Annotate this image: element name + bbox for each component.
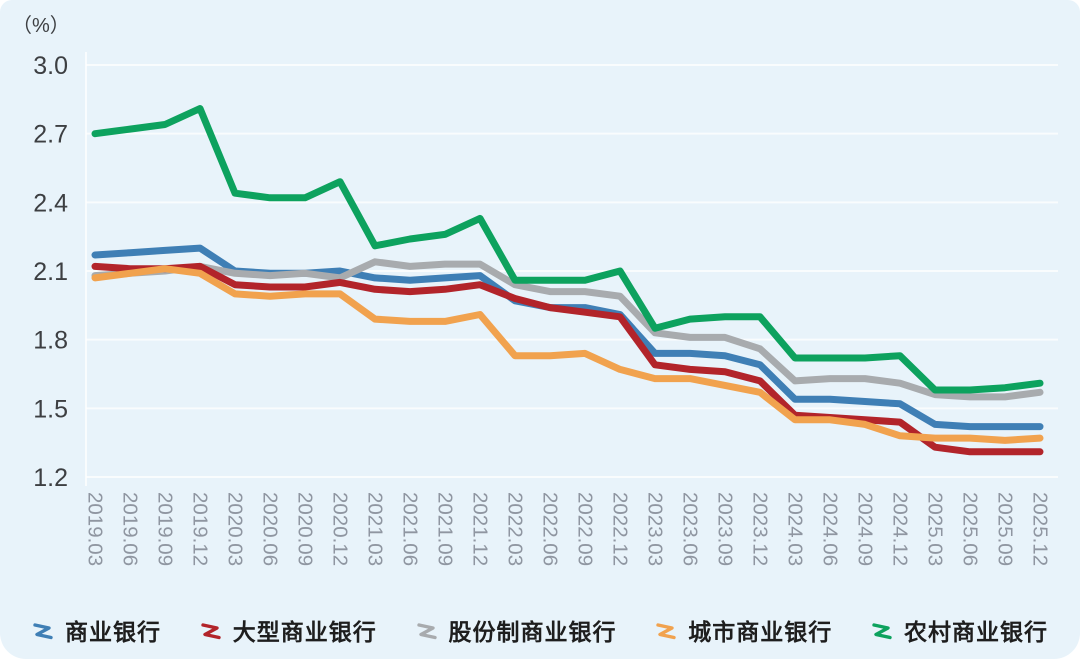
series-line-rural-commercial-banks: [91, 105, 1044, 394]
legend-item-joint-stock-commercial-banks: 股份制商业银行: [416, 613, 617, 647]
x-axis-tick-label: 2024.12: [889, 492, 912, 566]
legend-label: 股份制商业银行: [448, 619, 617, 645]
x-axis-tick-label: 2024.09: [854, 492, 877, 566]
line-series-icon: [872, 622, 892, 639]
x-axis-tick-label: 2019.03: [84, 492, 107, 566]
y-axis-tick-label: 3.0: [33, 52, 68, 80]
x-axis-tick-label: 2025.12: [1029, 492, 1052, 566]
x-axis-tick-label: 2024.06: [819, 492, 842, 566]
x-axis-tick-label: 2025.03: [924, 492, 947, 566]
y-axis-tick-label: 1.8: [33, 327, 68, 355]
y-axis-tick-label: 2.1: [33, 258, 68, 286]
x-axis-tick-label: 2020.09: [294, 492, 317, 566]
x-axis-tick-label: 2025.06: [959, 492, 982, 566]
x-axis-tick-label: 2020.12: [329, 492, 352, 566]
line-series-icon: [33, 622, 53, 639]
x-axis-tick-label: 2022.09: [574, 492, 597, 566]
series-line-large-commercial-banks: [91, 262, 1044, 456]
x-axis-tick-label: 2021.12: [469, 492, 492, 566]
x-axis-tick-label: 2021.03: [364, 492, 387, 566]
legend-label: 商业银行: [65, 619, 161, 645]
x-axis-tick-label: 2023.06: [679, 492, 702, 566]
x-axis-tick-label: 2023.09: [714, 492, 737, 566]
y-axis-unit-label: （%）: [12, 14, 70, 37]
legend-label: 大型商业银行: [232, 619, 377, 645]
x-axis-tick-label: 2025.09: [994, 492, 1017, 566]
y-axis-tick-label: 1.2: [33, 464, 68, 492]
x-axis-tick-label: 2022.06: [539, 492, 562, 566]
y-axis-tick-label: 2.4: [33, 189, 68, 217]
x-axis-tick-label: 2019.12: [189, 492, 212, 566]
line-chart: 3.0 2.7 2.4 2.1 1.8 1.5 1.2 （%） 2019.03 2019.06 20…: [12, 14, 1058, 566]
line-series-icon: [416, 622, 437, 639]
x-axis-tick-label: 2020.03: [224, 492, 247, 566]
legend-label: 农村商业银行: [904, 619, 1048, 645]
series-line-city-commercial-banks: [91, 265, 1044, 444]
legend-item-city-commercial-banks: 城市商业银行: [655, 613, 832, 647]
x-axis-tick-label: 2023.12: [749, 492, 772, 566]
x-axis-tick-label: 2022.03: [504, 492, 527, 566]
x-axis-tick-label: 2021.09: [434, 492, 457, 566]
x-axis-tick-label: 2024.03: [784, 492, 807, 566]
y-axis-tick-label: 1.5: [33, 395, 68, 423]
x-axis-tick-label: 2021.06: [399, 492, 422, 566]
x-axis-tick-label: 2020.06: [259, 492, 282, 566]
x-axis-tick-label: 2022.12: [609, 492, 632, 566]
chart-legend: 商业银行 大型商业银行 股份制商业银行 城市商业银行 农村商业银行: [0, 607, 1080, 653]
legend-item-commercial-banks: 商业银行: [32, 613, 161, 647]
y-axis-tick-label: 2.7: [33, 121, 68, 149]
x-axis-tick-label: 2019.09: [154, 492, 177, 566]
line-series-icon: [201, 622, 221, 639]
x-axis-tick-label: 2019.06: [119, 492, 142, 566]
legend-item-large-commercial-banks: 大型商业银行: [200, 613, 377, 647]
series-line-joint-stock-commercial-banks: [91, 258, 1044, 401]
legend-label: 城市商业银行: [688, 619, 833, 645]
x-axis-tick-label: 2023.03: [644, 492, 667, 566]
legend-item-rural-commercial-banks: 农村商业银行: [871, 613, 1048, 647]
line-series-icon: [656, 622, 676, 639]
